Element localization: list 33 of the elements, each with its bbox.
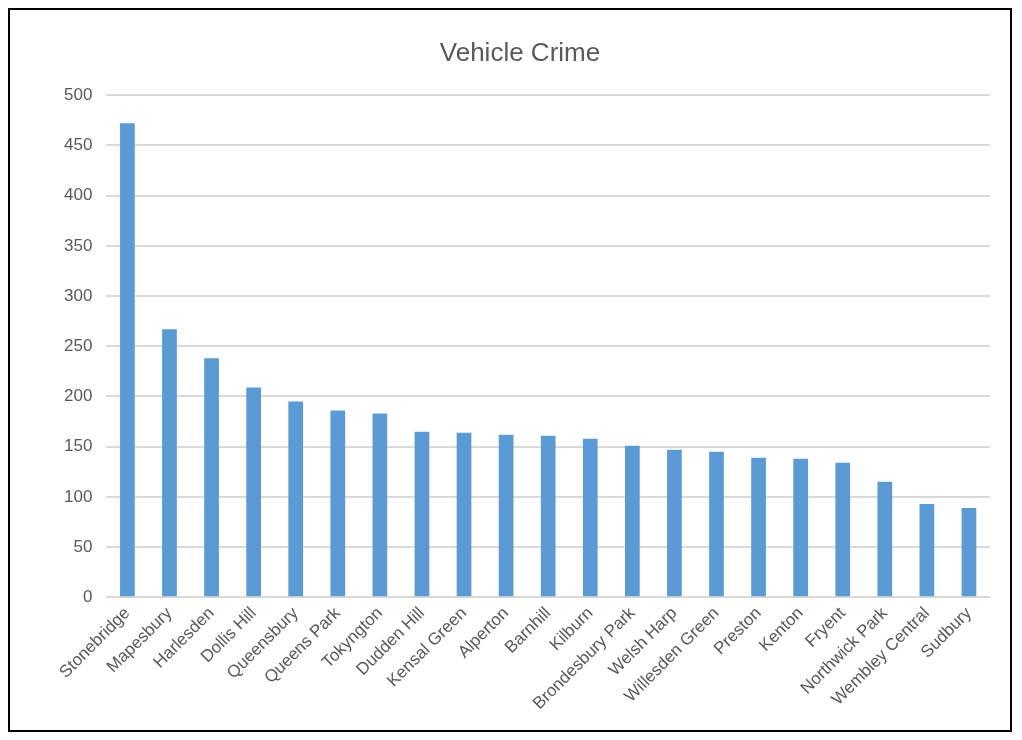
bar	[288, 401, 304, 597]
bar	[162, 329, 177, 597]
chart-title: Vehicle Crime	[439, 36, 601, 67]
y-tick-label: 450	[63, 135, 93, 155]
y-tick-label: 350	[63, 235, 93, 255]
bar	[246, 387, 261, 597]
y-tick-label: 300	[63, 285, 93, 305]
bar	[667, 449, 682, 597]
bar	[330, 410, 346, 597]
bar	[919, 503, 935, 597]
bar	[204, 358, 219, 597]
y-tick-label: 200	[63, 386, 93, 406]
bar	[498, 434, 514, 597]
bar	[582, 438, 598, 597]
y-tick-label: 100	[63, 486, 93, 506]
bar	[456, 432, 472, 597]
bar	[793, 458, 809, 597]
bar	[624, 445, 640, 597]
bar	[751, 457, 766, 597]
bar	[414, 431, 430, 597]
y-tick-label: 150	[63, 436, 93, 456]
y-tick-label: 250	[63, 335, 93, 355]
bar	[120, 123, 135, 597]
bar	[540, 435, 556, 597]
y-tick-label: 50	[73, 536, 93, 556]
bar	[877, 481, 893, 597]
y-tick-label: 400	[63, 185, 93, 205]
y-tick-label: 500	[63, 84, 93, 104]
y-tick-label: 0	[82, 587, 93, 607]
bar	[709, 451, 724, 597]
bar	[835, 462, 851, 597]
bar	[372, 413, 388, 597]
bar	[961, 507, 977, 597]
